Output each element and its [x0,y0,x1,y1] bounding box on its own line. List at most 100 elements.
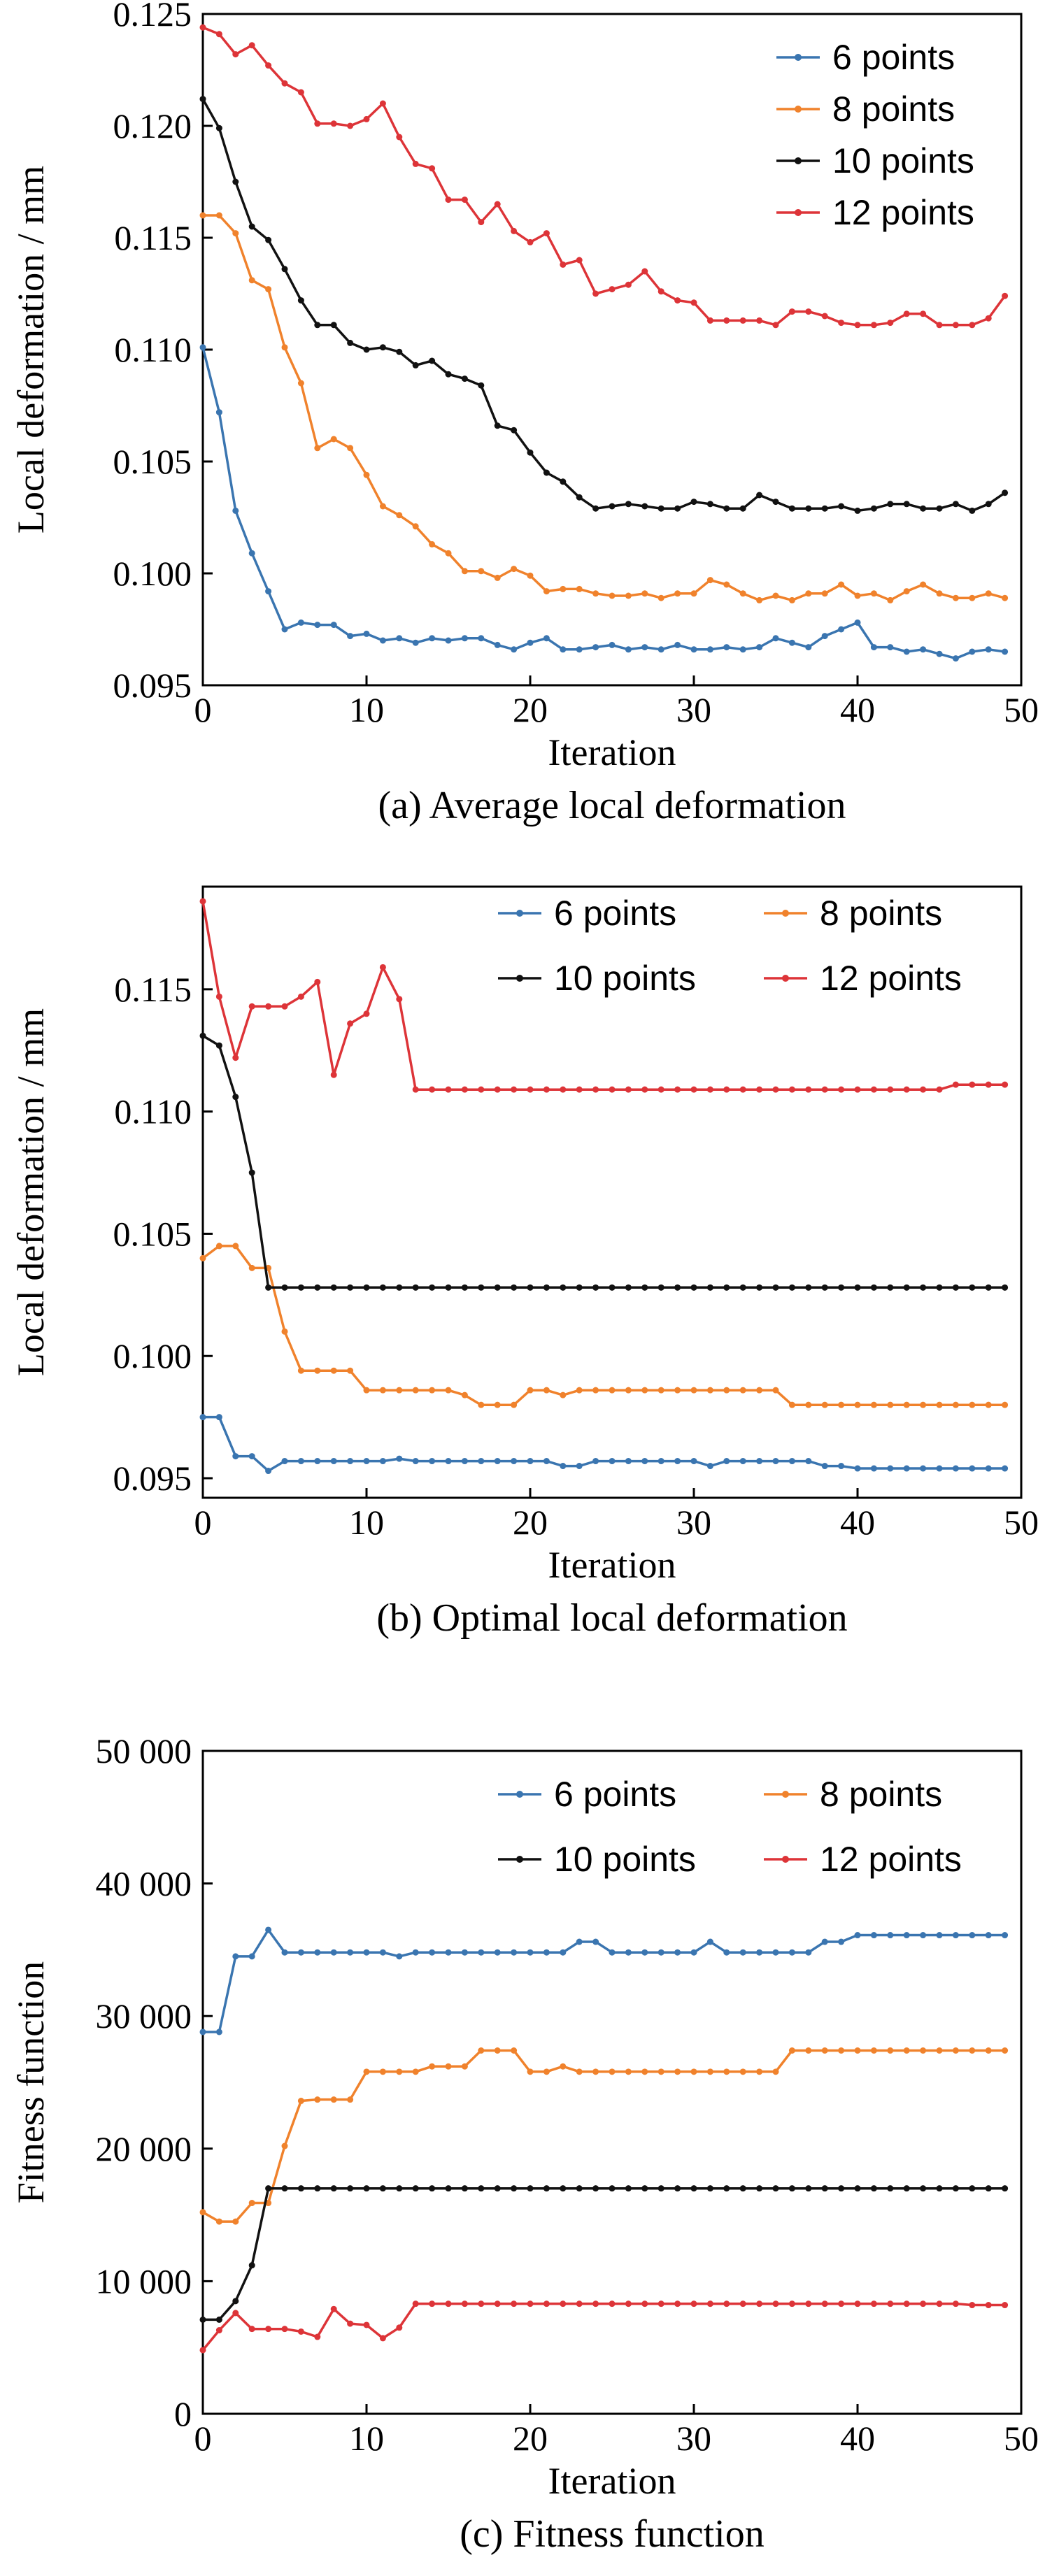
data-point [478,2047,485,2054]
data-point [527,1387,534,1394]
data-point [838,626,845,633]
series-8-points [199,1243,1009,1408]
data-point [396,2324,403,2331]
data-point [560,1463,567,1470]
data-point [592,2068,599,2075]
x-axis-title: Iteration [548,2460,676,2502]
data-point [1002,2302,1009,2309]
data-point [232,2218,239,2225]
data-point [821,1463,828,1470]
data-point [215,212,222,219]
data-point [412,1086,419,1093]
data-point [788,308,795,315]
data-point [788,2047,795,2054]
data-point [920,581,927,588]
data-point [756,492,763,499]
data-point [248,1264,255,1271]
data-point [903,501,910,508]
data-point [854,1932,861,1939]
data-point [461,2063,468,2070]
data-point [560,585,567,592]
legend-marker [516,910,523,917]
data-point [314,2096,321,2103]
data-point [1002,292,1009,299]
data-point [543,230,550,237]
data-point [297,2185,304,2192]
data-point [445,371,452,378]
data-point [625,501,632,508]
chart-panel-average-local-deformation: 0 10 20 30 40 50 0.095 0.100 0.105 0.110 0.115 0.12… [0,0,1052,859]
x-tick-label: 10 [349,690,384,729]
data-point [674,1949,681,1956]
data-point [838,1463,845,1470]
data-point [936,505,943,512]
data-point [347,2185,354,2192]
data-point [838,1938,845,1945]
y-tick-label: 40 000 [96,1864,192,1903]
data-point [690,1949,697,1956]
data-point [560,261,567,268]
data-point [1002,2185,1009,2192]
legend-label: 6 points [554,894,676,933]
data-point [396,635,403,642]
y-tick-label: 50 000 [96,1731,192,1770]
plot-frame [201,1749,1023,2415]
data-point [363,2185,370,2192]
data-point [330,2096,337,2103]
series-8-points [199,2047,1009,2225]
data-point [706,1387,713,1394]
data-point [706,1463,713,1470]
data-point [690,2185,697,2192]
data-point [478,219,485,226]
series-line-10-points [202,1034,1005,1289]
data-point [592,290,599,297]
data-point [772,635,779,642]
data-point [461,1086,468,1093]
data-point [920,2047,927,2054]
data-point [248,1953,255,1960]
x-tick-label: 40 [840,2419,875,2458]
data-point [363,346,370,353]
x-tick-label: 40 [840,1503,875,1542]
data-point [494,2047,501,2054]
series-line-8-points [201,1245,1005,1406]
data-point [805,2300,812,2307]
series-line-10-points [203,2187,1005,2321]
series-12-points [199,898,1009,1093]
data-point [756,2068,763,2075]
legend-label: 10 points [832,141,974,180]
data-point [232,2298,239,2305]
data-point [314,1458,321,1465]
data-point [511,1458,518,1465]
data-point [706,577,713,584]
data-point [347,339,354,346]
data-point [511,1284,518,1291]
data-point [396,2068,403,2075]
series-line-6-points [203,1929,1005,2033]
data-point [478,382,485,389]
data-point [756,596,763,603]
data-point [461,568,468,575]
data-point [265,1926,272,1933]
data-point [641,1458,648,1465]
data-point [232,507,239,514]
data-point [429,1949,436,1956]
data-point [576,1284,583,1291]
data-point [576,1938,583,1945]
data-point [576,494,583,501]
data-point [576,585,583,592]
data-point [805,1086,812,1093]
y-tick-label: 0.095 [113,1459,192,1498]
data-point [363,1387,370,1394]
data-point [609,641,616,648]
data-point [1002,1465,1009,1472]
data-point [658,1284,664,1291]
y-axis-title: Local deformation / mm [10,1008,52,1376]
legend-marker [516,1856,523,1863]
data-point [461,2300,468,2307]
data-point [788,639,795,646]
data-point [985,1932,992,1939]
data-point [478,1401,485,1408]
data-point [232,230,239,237]
data-point [739,1086,746,1093]
